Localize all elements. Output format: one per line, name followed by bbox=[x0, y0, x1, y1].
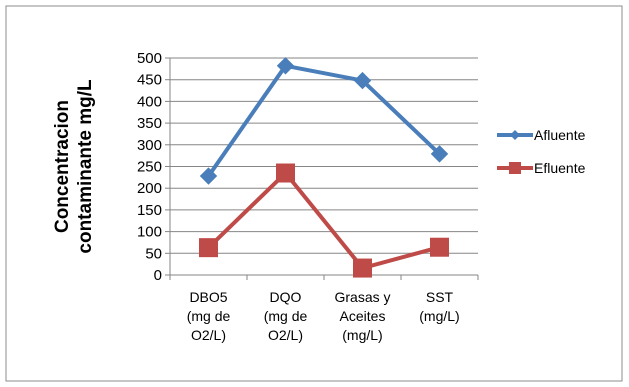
y-tick-label: 350 bbox=[137, 115, 162, 132]
legend: Afluente Efluente bbox=[497, 127, 586, 176]
data-point bbox=[199, 167, 218, 185]
y-tick-label: 100 bbox=[137, 224, 162, 241]
y-tick-label: 450 bbox=[137, 72, 162, 89]
y-tick-label: 200 bbox=[137, 180, 162, 197]
y-tick-label: 150 bbox=[137, 202, 162, 219]
y-tick-label: 500 bbox=[137, 50, 162, 67]
x-category-label: DBO5 bbox=[189, 289, 227, 305]
data-point bbox=[276, 163, 295, 183]
legend-label: Efluente bbox=[534, 160, 586, 176]
y-tick-label: 400 bbox=[137, 93, 162, 110]
data-point bbox=[276, 57, 295, 75]
x-axis-categories: DBO5 (mg de O2/L) DQO (mg de O2/L) Grasas y Ace… bbox=[169, 275, 479, 343]
legend-swatch-marker bbox=[509, 162, 521, 174]
x-category-label: (mg de bbox=[187, 308, 231, 324]
data-point bbox=[353, 258, 372, 278]
data-point bbox=[199, 238, 218, 258]
y-axis-ticks: 0 50 100 150 200 250 300 350 400 450 500 bbox=[137, 50, 170, 284]
series-line bbox=[207, 171, 441, 271]
legend-swatch-marker bbox=[510, 130, 520, 140]
y-axis-title: Concentracion contaminante mg/L bbox=[52, 79, 96, 254]
series-afluente bbox=[199, 57, 449, 185]
series-efluente bbox=[199, 163, 449, 278]
x-category-label: O2/L) bbox=[268, 327, 303, 343]
x-category-label: (mg de bbox=[264, 308, 308, 324]
legend-item: Efluente bbox=[497, 160, 586, 176]
x-category-label: Grasas y bbox=[334, 289, 390, 305]
x-category-label: (mg/L) bbox=[419, 308, 459, 324]
y-axis-title-line: contaminante mg/L bbox=[75, 79, 96, 254]
x-category-label: (mg/L) bbox=[342, 327, 382, 343]
data-point bbox=[430, 145, 449, 163]
series-line bbox=[206, 63, 441, 178]
y-tick-label: 250 bbox=[137, 159, 162, 176]
data-point bbox=[430, 237, 449, 257]
x-category-label: O2/L) bbox=[191, 327, 226, 343]
data-point bbox=[353, 71, 372, 90]
chart-frame bbox=[5, 5, 623, 382]
series-group bbox=[199, 57, 449, 278]
y-axis-title-line: Concentracion bbox=[52, 100, 73, 233]
y-tick-label: 0 bbox=[154, 267, 162, 284]
y-tick-label: 50 bbox=[145, 245, 162, 262]
legend-item: Afluente bbox=[497, 127, 586, 143]
x-category-label: SST bbox=[426, 289, 454, 305]
x-category-label: Aceites bbox=[340, 308, 386, 324]
y-tick-label: 300 bbox=[137, 137, 162, 154]
legend-label: Afluente bbox=[534, 127, 586, 143]
x-category-label: DQO bbox=[270, 289, 302, 305]
